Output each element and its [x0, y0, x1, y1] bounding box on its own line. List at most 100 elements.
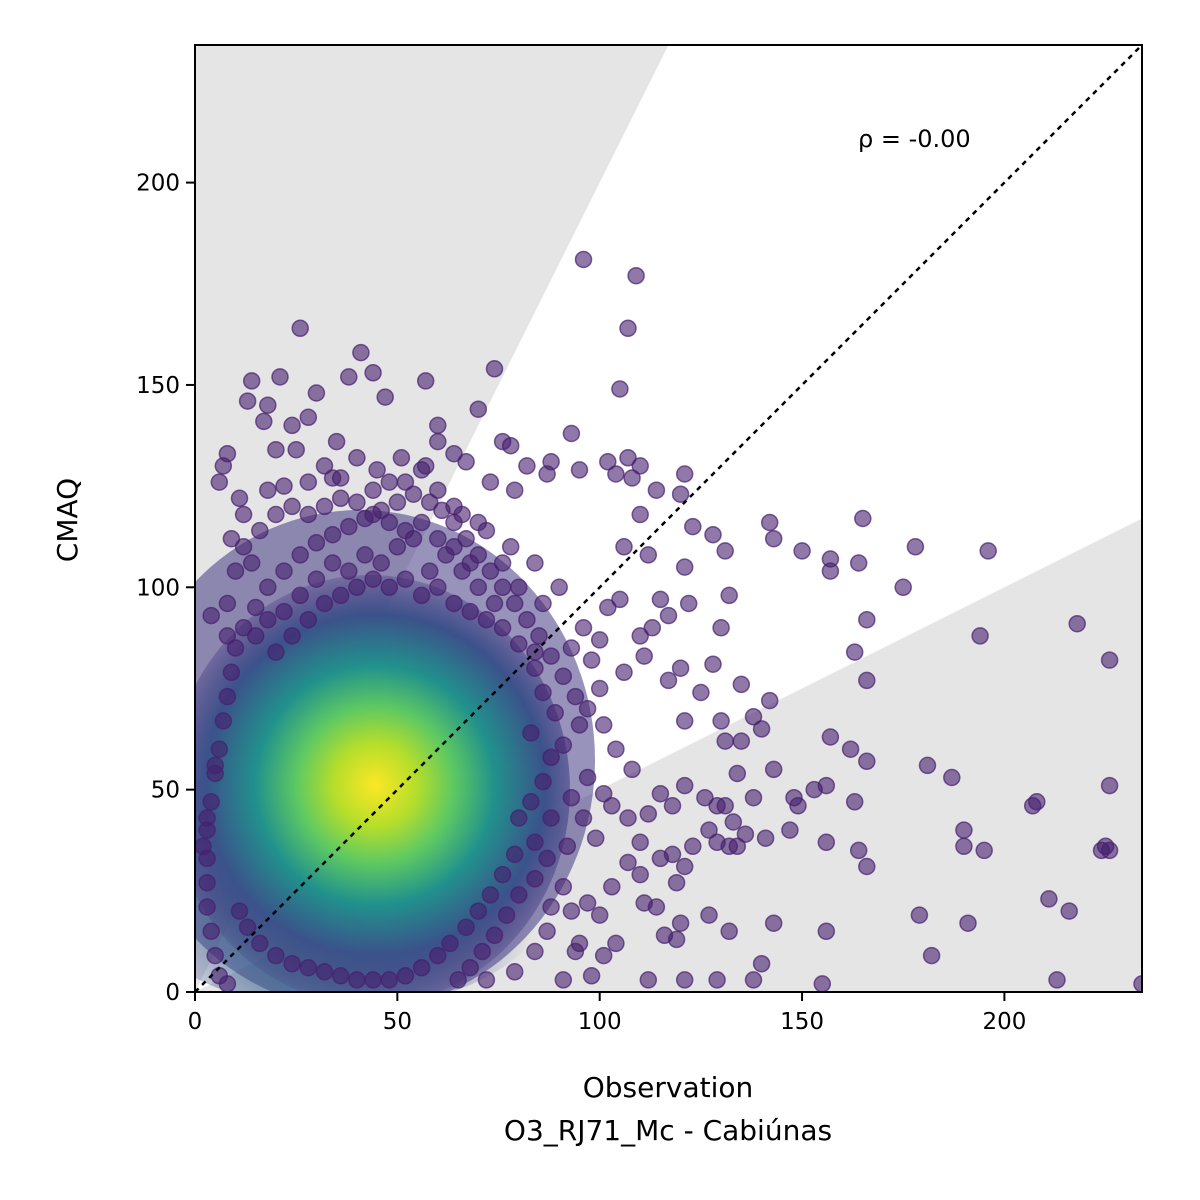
data-point — [497, 906, 516, 924]
data-point — [716, 732, 734, 750]
data-point — [234, 619, 253, 637]
data-point — [534, 594, 552, 613]
data-point — [331, 489, 350, 508]
data-point — [259, 396, 277, 414]
data-point — [542, 748, 560, 767]
data-point — [291, 319, 309, 338]
data-point — [510, 886, 528, 904]
data-point — [599, 453, 617, 471]
data-point — [222, 529, 241, 548]
data-point — [675, 857, 694, 876]
data-point — [542, 898, 560, 916]
data-point — [554, 878, 573, 896]
data-point — [959, 914, 977, 932]
data-point — [323, 554, 342, 572]
data-point — [485, 594, 504, 613]
data-point — [493, 865, 512, 884]
data-point — [518, 457, 536, 475]
data-point — [590, 679, 609, 698]
data-point — [574, 250, 593, 269]
data-point — [445, 538, 463, 556]
data-point — [684, 517, 702, 536]
data-point — [712, 619, 730, 637]
data-point — [526, 869, 544, 888]
data-point — [562, 639, 581, 657]
data-point — [619, 853, 637, 872]
data-point — [210, 473, 229, 491]
y-tick-label: 150 — [136, 373, 180, 399]
data-point — [1100, 776, 1119, 795]
data-point — [594, 784, 613, 803]
data-point — [566, 687, 585, 706]
x-axis-sublabel: O3_RJ71_Mc - Cabiúnas — [504, 1114, 832, 1147]
data-point — [404, 485, 423, 503]
data-point — [744, 788, 763, 807]
y-tick-label: 50 — [151, 778, 180, 804]
x-tick-label: 100 — [578, 1009, 622, 1035]
data-point — [704, 525, 722, 544]
data-point — [542, 647, 560, 665]
data-point — [728, 837, 747, 856]
data-point — [246, 598, 265, 617]
data-point — [756, 829, 775, 847]
data-point — [910, 906, 929, 924]
data-point — [473, 942, 492, 961]
data-point — [684, 837, 702, 856]
data-point — [655, 926, 674, 945]
y-axis-ticks: 0 50 100 150 200 — [136, 171, 195, 1006]
data-point — [712, 712, 730, 730]
data-point — [607, 934, 625, 953]
data-point — [307, 534, 326, 552]
data-point — [307, 384, 326, 402]
data-point — [631, 505, 649, 524]
y-axis-label: CMAQ — [51, 478, 84, 562]
data-point — [315, 594, 334, 613]
data-point — [416, 372, 435, 390]
data-point — [457, 918, 475, 936]
data-point — [744, 971, 763, 989]
data-point — [821, 562, 840, 580]
data-point — [667, 873, 686, 892]
data-point — [469, 578, 488, 597]
data-point — [607, 465, 625, 483]
data-point — [635, 647, 653, 665]
data-point — [858, 671, 876, 690]
data-point — [590, 631, 609, 649]
data-point — [858, 610, 876, 629]
data-point — [287, 440, 305, 459]
data-point — [671, 659, 690, 677]
data-point — [817, 922, 836, 941]
data-point — [760, 691, 779, 710]
data-point — [906, 538, 925, 556]
data-point — [526, 554, 544, 572]
data-point — [299, 408, 318, 427]
data-point — [615, 663, 633, 682]
data-point — [1023, 797, 1042, 815]
data-point — [736, 825, 755, 843]
data-point — [376, 388, 394, 406]
data-point — [396, 570, 415, 588]
data-point — [510, 809, 528, 827]
data-point — [1100, 651, 1119, 669]
plot-area — [195, 45, 1142, 992]
data-point — [542, 809, 560, 827]
data-point — [708, 971, 726, 989]
data-point — [275, 562, 293, 580]
data-point — [299, 958, 318, 977]
data-point — [396, 473, 415, 491]
data-point — [752, 720, 771, 738]
data-point — [364, 505, 382, 524]
data-point — [283, 627, 301, 645]
data-point — [242, 372, 261, 390]
data-point — [481, 562, 500, 580]
data-point — [611, 380, 629, 398]
data-point — [530, 627, 548, 645]
data-point — [692, 683, 710, 702]
x-tick-label: 200 — [982, 1009, 1026, 1035]
data-point — [449, 971, 467, 989]
data-point — [299, 505, 318, 524]
data-point — [202, 922, 220, 941]
data-point — [570, 716, 589, 734]
data-point — [845, 643, 864, 661]
data-point — [849, 554, 868, 572]
